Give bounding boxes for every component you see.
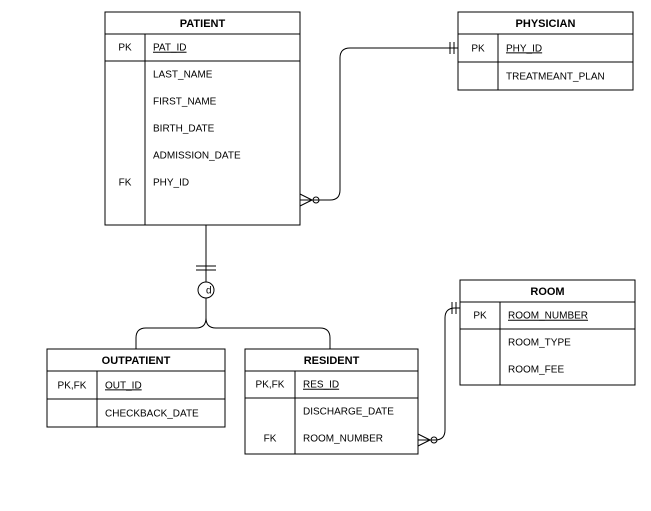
key-label: PK bbox=[471, 43, 485, 54]
attr-label: ROOM_FEE bbox=[508, 365, 564, 376]
attr-label: LAST_NAME bbox=[153, 70, 213, 81]
attr-label: PAT_ID bbox=[153, 43, 187, 54]
key-label: FK bbox=[264, 434, 277, 445]
key-label: FK bbox=[119, 178, 132, 189]
attr-label: TREATMEANT_PLAN bbox=[506, 71, 605, 82]
discriminator-label: d bbox=[206, 286, 212, 297]
attr-label: ADMISSION_DATE bbox=[153, 151, 241, 162]
attr-label: BIRTH_DATE bbox=[153, 124, 215, 135]
entity-title: OUTPATIENT bbox=[102, 355, 171, 367]
attr-label: PHY_ID bbox=[153, 178, 189, 189]
key-label: PK bbox=[473, 311, 487, 322]
attr-label: PHY_ID bbox=[506, 43, 542, 54]
attr-label: FIRST_NAME bbox=[153, 97, 217, 108]
attr-label: DISCHARGE_DATE bbox=[303, 407, 394, 418]
er-diagram: PATIENT PK PAT_ID LAST_NAME FIRST_NAME BIRTH_… bbox=[0, 0, 651, 511]
key-label: PK bbox=[118, 43, 132, 54]
entity-patient: PATIENT PK PAT_ID LAST_NAME FIRST_NAME BIRTH_… bbox=[105, 12, 300, 225]
attr-label: ROOM_NUMBER bbox=[303, 434, 383, 445]
entity-room: ROOM PK ROOM_NUMBER ROOM_TYPE ROOM_FEE bbox=[460, 280, 635, 385]
attr-label: CHECKBACK_DATE bbox=[105, 408, 199, 419]
entity-title: RESIDENT bbox=[304, 355, 360, 367]
key-label: PK,FK bbox=[256, 380, 285, 391]
entity-title: ROOM bbox=[530, 286, 564, 298]
attr-label: ROOM_TYPE bbox=[508, 338, 571, 349]
attr-label: ROOM_NUMBER bbox=[508, 311, 588, 322]
entity-resident: RESIDENT PK,FK RES_ID DISCHARGE_DATE FK ROOM_… bbox=[245, 349, 418, 454]
entity-physician: PHYSICIAN PK PHY_ID TREATMEANT_PLAN bbox=[458, 12, 633, 90]
attr-label: OUT_ID bbox=[105, 380, 142, 391]
entity-title: PATIENT bbox=[180, 18, 226, 30]
entity-outpatient: OUTPATIENT PK,FK OUT_ID CHECKBACK_DATE bbox=[47, 349, 225, 427]
attr-label: RES_ID bbox=[303, 380, 339, 391]
key-label: PK,FK bbox=[58, 380, 87, 391]
entity-title: PHYSICIAN bbox=[516, 18, 576, 30]
